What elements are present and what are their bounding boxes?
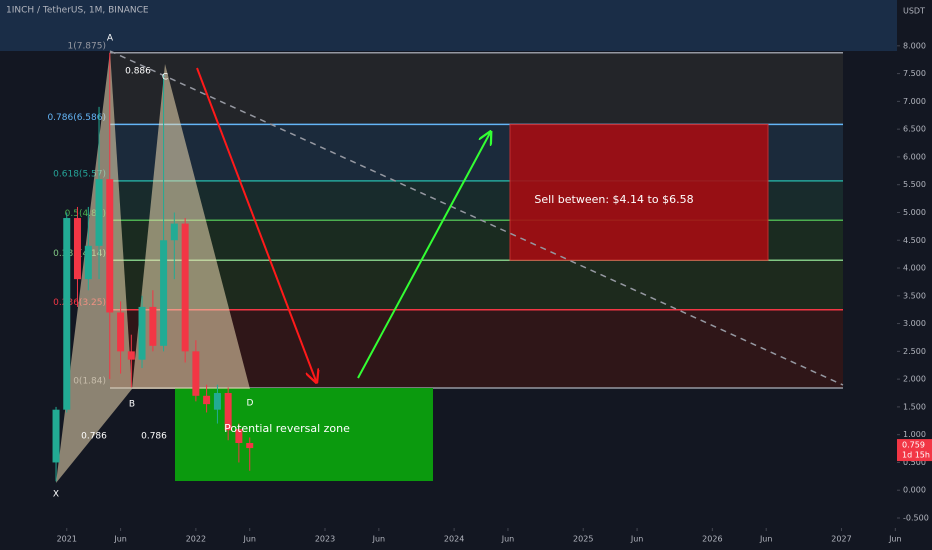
candle-body bbox=[73, 218, 81, 280]
x-tick-label: 2023 bbox=[315, 535, 335, 544]
candle-body bbox=[235, 429, 243, 444]
candle-body bbox=[117, 312, 125, 352]
candle-body bbox=[160, 240, 168, 346]
candle-body bbox=[181, 223, 189, 352]
y-tick-label: 4.000 bbox=[903, 264, 926, 273]
y-tick-label: 5.000 bbox=[903, 208, 926, 217]
candle-body bbox=[63, 218, 71, 410]
candle-body bbox=[213, 393, 221, 410]
candle-body bbox=[203, 395, 211, 405]
trend-line bbox=[109, 50, 844, 386]
pattern-label: B bbox=[129, 400, 135, 410]
price-tag-countdown: 1d 15h bbox=[902, 451, 930, 460]
down-arrow bbox=[196, 67, 316, 381]
fib-label: 0.786(6.586) bbox=[47, 113, 106, 123]
x-tick-label: Jun bbox=[501, 535, 515, 544]
y-tick-label: 2.500 bbox=[903, 347, 926, 356]
y-tick-label: 3.500 bbox=[903, 291, 926, 300]
ratio-label: 0.786 bbox=[81, 432, 107, 442]
y-tick-label: 5.500 bbox=[903, 180, 926, 189]
y-axis-label: USDT bbox=[903, 7, 925, 16]
fib-label: 0.618(5.57) bbox=[53, 169, 106, 179]
pattern-xab bbox=[56, 51, 132, 483]
fib-band bbox=[110, 260, 843, 310]
ratio-label: 0.886 bbox=[125, 67, 151, 77]
sell-text: Sell between: $4.14 to $6.58 bbox=[534, 193, 693, 206]
candle-body bbox=[106, 179, 114, 313]
zone-text: Potential reversal zone bbox=[224, 422, 350, 435]
x-tick-label: Jun bbox=[372, 535, 386, 544]
x-tick-label: Jun bbox=[759, 535, 773, 544]
y-tick-label: 0.000 bbox=[903, 486, 926, 495]
x-tick-label: 2021 bbox=[57, 535, 77, 544]
y-tick-label: 6.500 bbox=[903, 125, 926, 134]
y-tick-label: 1.500 bbox=[903, 402, 926, 411]
candle-body bbox=[246, 443, 254, 449]
y-tick-label: 7.000 bbox=[903, 97, 926, 106]
sell-box bbox=[509, 123, 769, 261]
pattern-label: A bbox=[107, 34, 114, 44]
y-tick-label: 2.000 bbox=[903, 375, 926, 384]
time-axis bbox=[0, 528, 932, 550]
x-tick-label: Jun bbox=[242, 535, 256, 544]
y-tick-label: 0.500 bbox=[903, 458, 926, 467]
candle-body bbox=[149, 306, 157, 346]
y-tick-label: 1.000 bbox=[903, 430, 926, 439]
pattern-label: C bbox=[162, 73, 168, 83]
x-tick-label: 2026 bbox=[702, 535, 722, 544]
candle-body bbox=[170, 223, 178, 241]
price-tag bbox=[897, 439, 932, 462]
y-tick-label: 4.500 bbox=[903, 236, 926, 245]
fib-label: 1(7.875) bbox=[67, 41, 106, 51]
x-tick-label: Jun bbox=[113, 535, 127, 544]
pattern-label: X bbox=[53, 490, 59, 500]
top-band bbox=[0, 0, 897, 51]
price-axis bbox=[897, 0, 932, 550]
price-tag-value: 0.759 bbox=[902, 441, 925, 450]
candle-body bbox=[224, 393, 232, 431]
candle-body bbox=[192, 351, 200, 396]
x-tick-label: Jun bbox=[630, 535, 644, 544]
x-tick-label: 2025 bbox=[573, 535, 593, 544]
x-tick-label: 2024 bbox=[444, 535, 464, 544]
ratio-label: 0.786 bbox=[141, 432, 167, 442]
fib-band bbox=[110, 52, 843, 125]
candle-body bbox=[84, 245, 92, 280]
y-tick-label: 3.000 bbox=[903, 319, 926, 328]
up-arrow bbox=[357, 133, 490, 379]
x-tick-label: 2022 bbox=[186, 535, 206, 544]
candle-body bbox=[138, 306, 146, 360]
y-tick-label: 8.000 bbox=[903, 41, 926, 50]
y-tick-label: -0.500 bbox=[903, 514, 929, 523]
pattern-label: D bbox=[247, 399, 254, 409]
x-tick-label: Jun bbox=[888, 535, 902, 544]
candle-body bbox=[52, 409, 60, 463]
fib-label: 0.5(4.86) bbox=[65, 209, 106, 219]
x-tick-label: 2027 bbox=[831, 535, 851, 544]
chart-title: 1INCH / TetherUS, 1M, BINANCE bbox=[6, 6, 149, 16]
y-tick-label: 6.000 bbox=[903, 152, 926, 161]
y-tick-label: 7.500 bbox=[903, 69, 926, 78]
candle-body bbox=[95, 179, 103, 246]
candle-body bbox=[127, 351, 135, 360]
